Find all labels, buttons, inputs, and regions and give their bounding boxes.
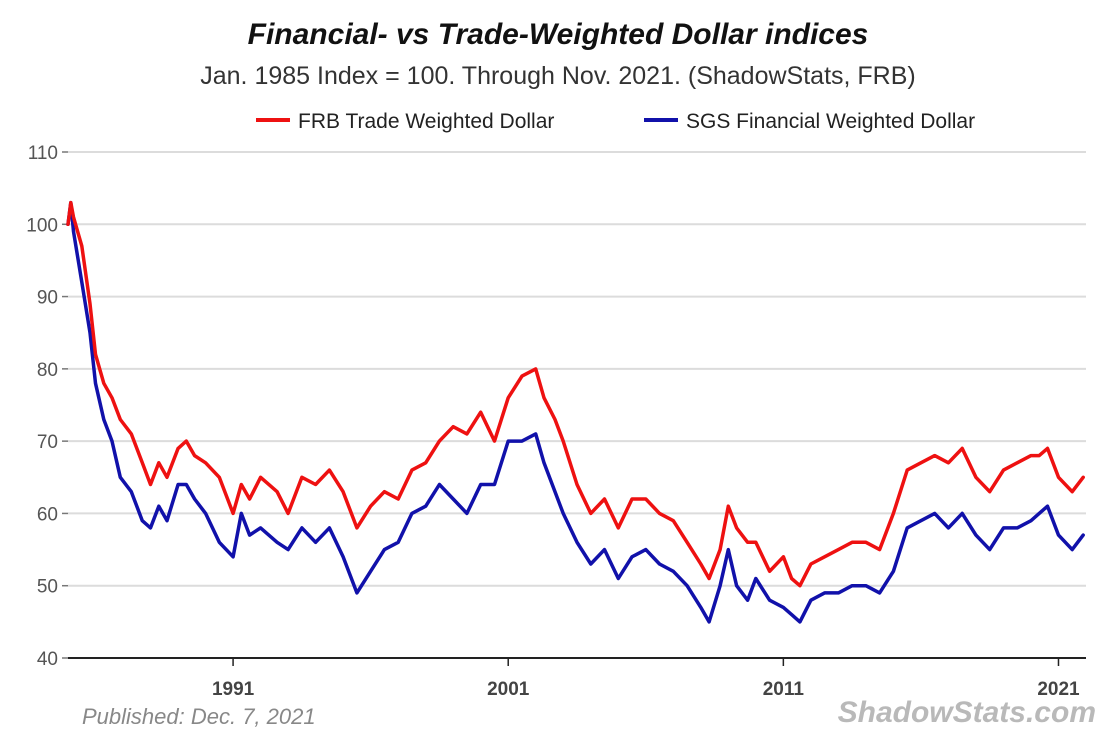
chart-subtitle: Jan. 1985 Index = 100. Through Nov. 2021… bbox=[200, 62, 916, 90]
legend-label: SGS Financial Weighted Dollar bbox=[686, 110, 975, 133]
y-tick-label: 40 bbox=[37, 649, 58, 670]
published-date: Published: Dec. 7, 2021 bbox=[82, 704, 316, 729]
y-tick-label: 110 bbox=[28, 143, 58, 164]
series-line-1 bbox=[66, 200, 1085, 624]
x-tick-label: 1991 bbox=[212, 679, 255, 700]
x-tick-label: 2011 bbox=[763, 679, 805, 700]
y-tick-label: 60 bbox=[37, 504, 58, 525]
chart-title: Financial- vs Trade-Weighted Dollar indi… bbox=[247, 18, 869, 51]
y-tick-label: 90 bbox=[37, 288, 58, 309]
x-tick-label: 2001 bbox=[487, 679, 530, 700]
y-tick-label: 100 bbox=[26, 215, 58, 236]
y-tick-label: 50 bbox=[37, 577, 58, 598]
x-tick-label: 2021 bbox=[1037, 679, 1080, 700]
legend-label: FRB Trade Weighted Dollar bbox=[298, 110, 554, 133]
source-watermark: ShadowStats.com bbox=[837, 696, 1096, 729]
y-tick-label: 80 bbox=[37, 360, 58, 381]
series-line-0 bbox=[66, 200, 1085, 588]
y-tick-label: 70 bbox=[37, 432, 58, 453]
